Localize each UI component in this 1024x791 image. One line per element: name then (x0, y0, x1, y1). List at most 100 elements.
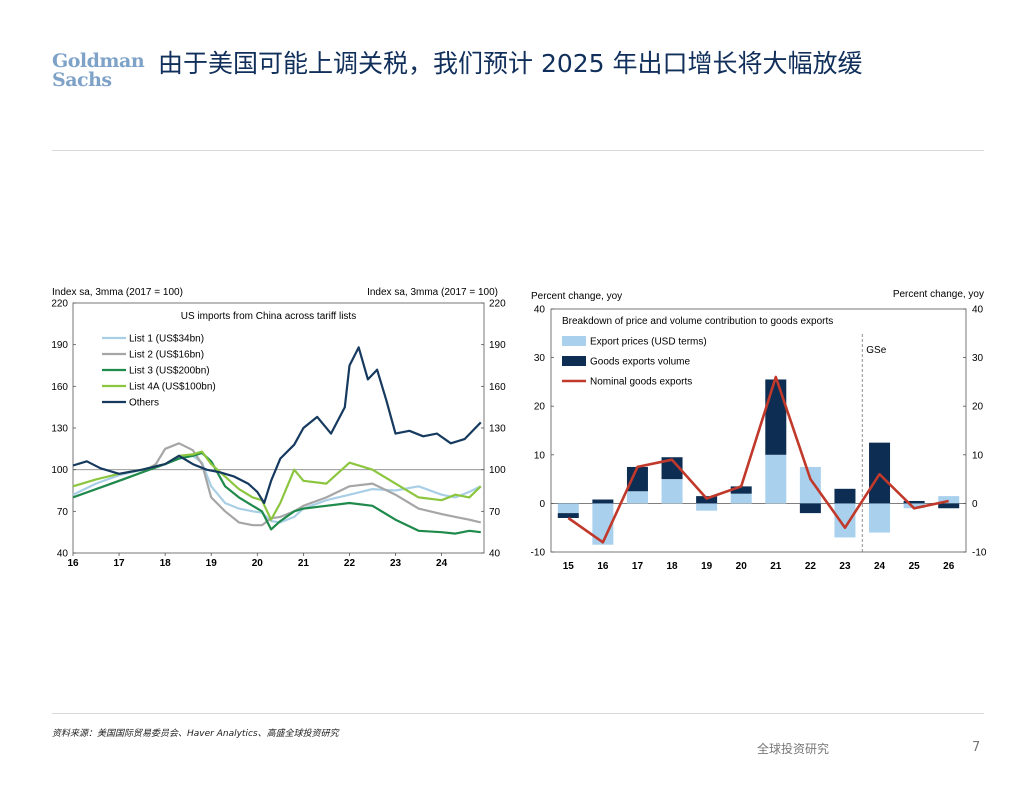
x-tick-label: 17 (114, 558, 126, 569)
y-tick-label-left: 0 (539, 499, 545, 510)
y-tick-label-left: 40 (57, 549, 69, 560)
x-tick-label: 21 (770, 561, 782, 572)
y-tick-label-left: 70 (57, 507, 69, 518)
y-tick-label-left: 160 (51, 382, 68, 393)
chart-title: Breakdown of price and volume contributi… (562, 316, 833, 327)
x-tick-label: 20 (252, 558, 264, 569)
y-tick-label-left: -10 (531, 548, 546, 559)
x-tick-label: 16 (597, 561, 609, 572)
y-tick-label-right: 40 (972, 305, 984, 316)
legend-label-3: Nominal goods exports (590, 377, 692, 388)
footer-label: 全球投资研究 (757, 742, 830, 756)
y-tick-label-left: 10 (534, 450, 546, 461)
x-tick-label: 21 (298, 558, 310, 569)
x-tick-label: 19 (206, 558, 218, 569)
x-tick-label: 19 (701, 561, 713, 572)
legend-label-5: Others (129, 398, 159, 409)
bar-export-prices (765, 454, 787, 504)
y-tick-label-left: 130 (51, 424, 68, 435)
source-note: 资料来源：美国国际贸易委员会、Haver Analytics、高盛全球投资研究 (52, 729, 339, 739)
y-tick-label-left: 190 (51, 340, 68, 351)
y-tick-label-left: 30 (534, 353, 546, 364)
x-tick-label: 15 (563, 561, 575, 572)
legend-label-1: Export prices (USD terms) (590, 337, 707, 348)
x-tick-label: 17 (632, 561, 644, 572)
y-tick-label-right: 100 (489, 465, 506, 476)
legend-label-4: List 4A (US$100bn) (129, 382, 216, 393)
page-number: 7 (972, 740, 981, 755)
left-axis-unit: Index sa, 3mma (2017 = 100) (52, 287, 183, 298)
nominal-exports-line (567, 375, 949, 544)
y-tick-label-right: 130 (489, 424, 506, 435)
y-tick-label-right: -10 (972, 548, 987, 559)
bar-export-prices (626, 491, 648, 504)
legend-label-3: List 3 (US$200bn) (129, 366, 210, 377)
right-axis-unit: Index sa, 3mma (2017 = 100) (367, 287, 498, 298)
y-tick-label-right: 40 (489, 549, 501, 560)
goldman-sachs-logo: Goldman Sachs (52, 50, 145, 91)
bar-exports-volume (938, 503, 960, 509)
y-tick-label-right: 70 (489, 507, 501, 518)
legend-swatch-2 (562, 356, 586, 366)
page-title: 由于美国可能上调关税，我们预计 2025 年出口增长将大幅放缓 (158, 49, 863, 78)
footer-divider (52, 713, 984, 714)
bar-export-prices (696, 503, 718, 511)
y-tick-label-left: 20 (534, 402, 546, 413)
bar-exports-volume (557, 513, 579, 518)
bar-export-prices (869, 503, 891, 533)
x-tick-label: 24 (436, 558, 448, 569)
y-tick-label-left: 220 (51, 299, 68, 310)
logo-line-1: Goldman (52, 50, 145, 72)
x-tick-label: 26 (943, 561, 955, 572)
y-tick-label-right: 30 (972, 353, 984, 364)
left-axis-unit: Percent change, yoy (531, 291, 622, 302)
legend-label-2: Goods exports volume (590, 357, 690, 368)
bar-exports-volume (834, 488, 856, 504)
bar-exports-volume (730, 486, 752, 494)
x-tick-label: 23 (390, 558, 402, 569)
x-tick-label: 20 (736, 561, 748, 572)
y-tick-label-right: 0 (972, 499, 978, 510)
x-tick-label: 22 (344, 558, 356, 569)
bar-export-prices (799, 466, 821, 504)
legend-swatch-1 (562, 336, 586, 346)
bar-exports-volume (799, 503, 821, 514)
bar-export-prices (903, 503, 925, 509)
tariff-lists-line-chart: Index sa, 3mma (2017 = 100) Index sa, 3mm… (51, 287, 506, 569)
x-tick-label: 23 (839, 561, 851, 572)
y-tick-label-left: 40 (534, 305, 546, 316)
bar-export-prices (592, 503, 614, 545)
exports-breakdown-bar-chart: Percent change, yoy Percent change, yoy Br… (531, 289, 987, 572)
y-tick-label-right: 10 (972, 450, 984, 461)
forecast-label: GSe (866, 345, 886, 356)
x-tick-label: 25 (909, 561, 921, 572)
series-line-2 (72, 442, 482, 527)
bar-exports-volume (765, 379, 787, 455)
bar-exports-volume (592, 499, 614, 504)
x-tick-label: 16 (67, 558, 79, 569)
bar-export-prices (557, 503, 579, 514)
header-divider (52, 150, 984, 151)
bar-exports-volume (903, 500, 925, 504)
chart-title: US imports from China across tariff list… (181, 311, 356, 322)
legend-label-2: List 2 (US$16bn) (129, 350, 204, 361)
plot-frame (550, 308, 967, 553)
x-tick-label: 18 (666, 561, 678, 572)
bar-export-prices (938, 496, 960, 504)
x-tick-label: 18 (160, 558, 172, 569)
legend-label-1: List 1 (US$34bn) (129, 334, 204, 345)
y-tick-label-right: 160 (489, 382, 506, 393)
series-line-5 (72, 346, 482, 505)
x-tick-label: 24 (874, 561, 886, 572)
bar-export-prices (661, 479, 683, 504)
logo-line-2: Sachs (52, 69, 112, 91)
y-tick-label-right: 20 (972, 402, 984, 413)
right-axis-unit: Percent change, yoy (893, 289, 984, 300)
bar-export-prices (834, 503, 856, 538)
bar-export-prices (730, 493, 752, 504)
bar-exports-volume (661, 457, 683, 480)
bar-exports-volume (626, 466, 648, 492)
y-tick-label-left: 100 (51, 465, 68, 476)
x-tick-label: 22 (805, 561, 817, 572)
y-tick-label-right: 190 (489, 340, 506, 351)
